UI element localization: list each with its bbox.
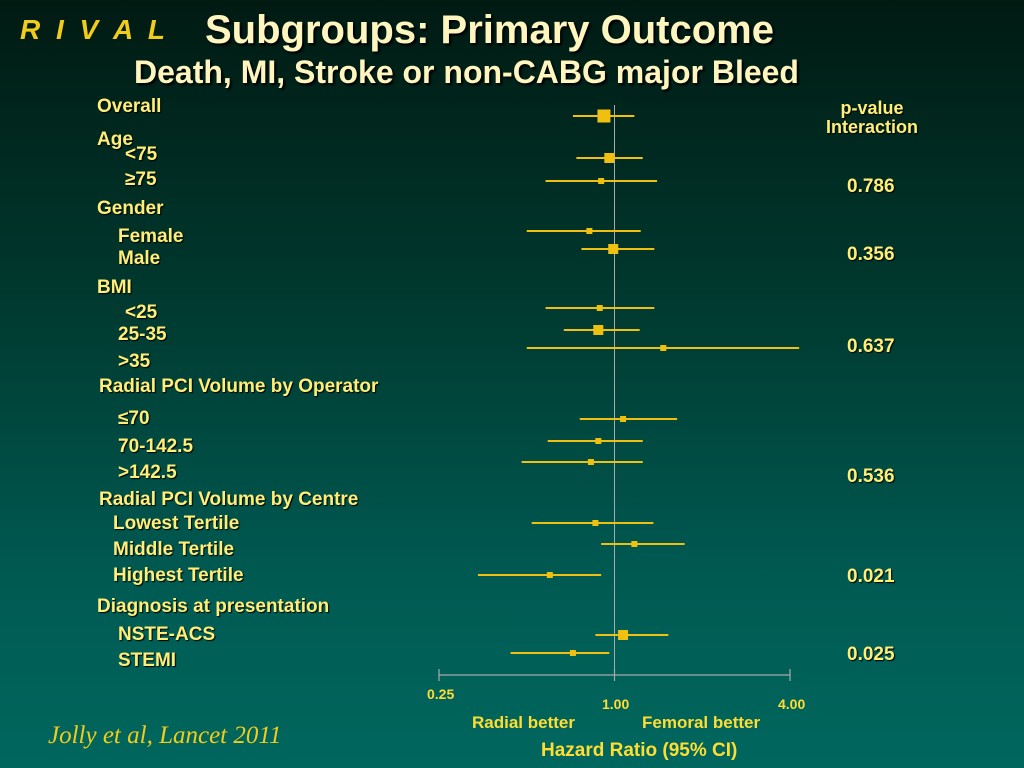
left-note: Radial better xyxy=(472,713,575,732)
interaction-pvalue: 0.025 xyxy=(847,644,895,665)
hr-marker xyxy=(595,438,602,444)
brand-logo: R I V A L xyxy=(20,14,170,45)
subgroup-label: Lowest Tertile xyxy=(113,513,240,534)
subgroup-header: Radial PCI Volume by Centre xyxy=(99,489,359,510)
subgroup-header: Age xyxy=(97,129,133,150)
subgroup-label: ≥75 xyxy=(125,169,157,190)
hr-marker xyxy=(618,630,629,640)
subgroup-header: Radial PCI Volume by Operator xyxy=(99,376,379,397)
subgroup-label: <25 xyxy=(125,302,158,323)
tick-label: 0.25 xyxy=(427,686,455,702)
right-note: Femoral better xyxy=(642,713,761,732)
pvalue-header-line1: p-value xyxy=(840,98,904,118)
hr-marker xyxy=(631,541,638,547)
subgroup-label: Highest Tertile xyxy=(113,565,244,586)
hr-marker xyxy=(587,459,594,465)
interaction-pvalue: 0.021 xyxy=(847,566,895,587)
subgroup-header: BMI xyxy=(97,277,132,298)
subgroup-header: Gender xyxy=(97,198,164,219)
hr-marker xyxy=(608,244,619,254)
subgroup-label: Middle Tertile xyxy=(113,539,235,560)
hr-marker xyxy=(596,305,603,311)
subgroup-label: Female xyxy=(118,226,184,247)
interaction-pvalue: 0.637 xyxy=(847,336,895,357)
subgroup-header: Diagnosis at presentation xyxy=(97,596,330,617)
hr-marker xyxy=(598,178,605,184)
page-title: Subgroups: Primary Outcome xyxy=(205,8,774,52)
subgroup-label: Overall xyxy=(97,96,162,117)
pvalue-header-line2: Interaction xyxy=(825,117,918,137)
hr-marker xyxy=(546,572,553,578)
tick-label: 4.00 xyxy=(778,696,806,712)
hr-marker xyxy=(586,228,593,234)
hr-marker xyxy=(604,153,615,163)
subgroup-label: Male xyxy=(118,248,161,269)
page-subtitle: Death, MI, Stroke or non-CABG major Blee… xyxy=(134,54,799,90)
hr-marker xyxy=(597,109,611,123)
hr-marker xyxy=(593,325,604,335)
x-axis-title: Hazard Ratio (95% CI) xyxy=(541,740,738,761)
hr-marker xyxy=(569,650,576,656)
subgroup-label: STEMI xyxy=(118,650,177,671)
hr-marker xyxy=(620,416,627,422)
subgroup-label: ≤70 xyxy=(118,408,150,429)
subgroup-label: >35 xyxy=(118,351,151,372)
interaction-pvalue: 0.356 xyxy=(847,244,895,265)
subgroup-label: NSTE-ACS xyxy=(118,624,216,645)
hr-marker xyxy=(592,520,599,526)
pvalue-header: p-value Interaction xyxy=(812,98,932,138)
subgroup-label: 70-142.5 xyxy=(118,436,194,457)
citation: Jolly et al, Lancet 2011 xyxy=(48,722,282,749)
hr-marker xyxy=(660,345,667,351)
interaction-pvalue: 0.536 xyxy=(847,466,895,487)
subgroup-label: >142.5 xyxy=(118,462,177,483)
subgroup-label: 25-35 xyxy=(118,324,167,345)
interaction-pvalue: 0.786 xyxy=(847,176,895,197)
tick-label: 1.00 xyxy=(602,696,630,712)
subgroup-label: <75 xyxy=(125,144,158,165)
